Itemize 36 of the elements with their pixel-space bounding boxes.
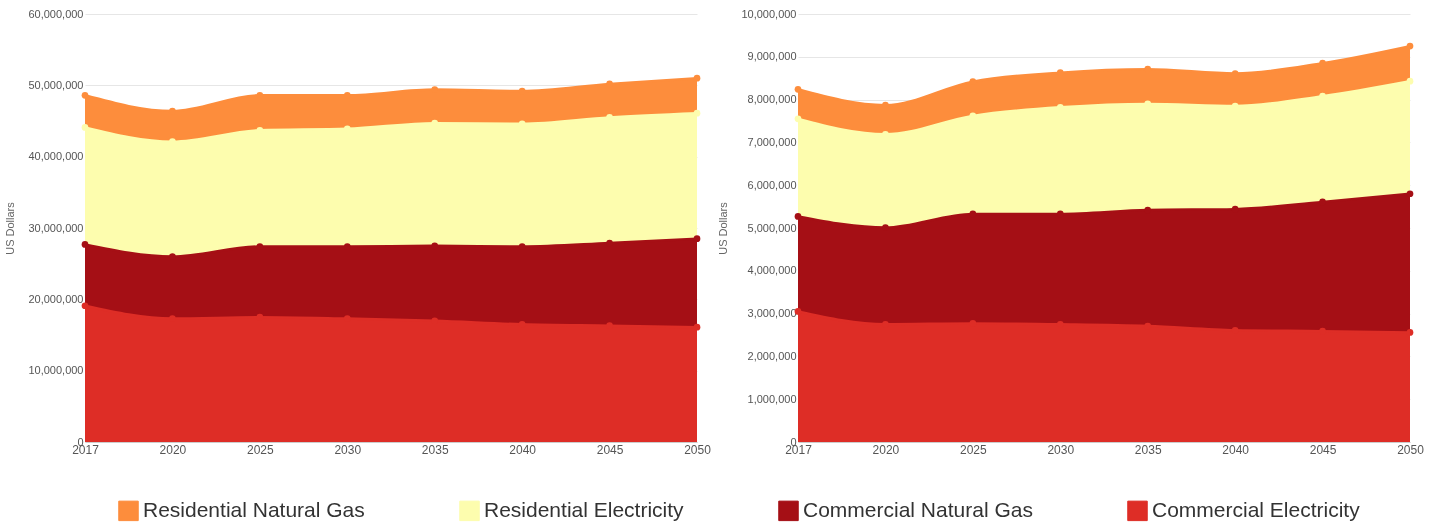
x-tick-label: 2030	[334, 442, 362, 457]
y-tick-label: 5,000,000	[747, 221, 797, 234]
y-tick-label: 2,000,000	[747, 349, 797, 362]
y-tick-label: 10,000,000	[741, 7, 797, 20]
x-tick-label: 2020	[872, 442, 900, 457]
x-tick-label: 2045	[596, 442, 624, 457]
y-tick-label: 4,000,000	[747, 264, 797, 277]
y-axis-title: US Dollars	[4, 201, 17, 255]
y-tick-label: 30,000,000	[28, 221, 84, 234]
legend-label: Residential Electricity	[484, 497, 685, 521]
y-tick-label: 40,000,000	[28, 150, 84, 163]
y-tick-label: 9,000,000	[747, 50, 797, 63]
y-tick-label: 3,000,000	[747, 307, 797, 320]
y-tick-label: 20,000,000	[28, 292, 84, 305]
x-tick-label: 2050	[1397, 442, 1425, 457]
x-tick-label: 2050	[684, 442, 712, 457]
y-tick-label: 60,000,000	[28, 7, 84, 20]
y-tick-label: 8,000,000	[747, 93, 797, 106]
y-tick-label: 1,000,000	[747, 392, 797, 405]
x-tick-label: 2025	[247, 442, 275, 457]
x-tick-label: 2030	[1047, 442, 1075, 457]
legend-label: Commercial Natural Gas	[803, 497, 1033, 521]
y-tick-label: 10,000,000	[28, 364, 84, 377]
legend-label: Commercial Electricity	[1152, 497, 1361, 521]
y-axis-title: US Dollars	[717, 201, 730, 255]
x-tick-label: 2040	[509, 442, 537, 457]
x-tick-label: 2035	[1134, 442, 1162, 457]
x-tick-label: 2025	[960, 442, 988, 457]
x-tick-label: 2020	[159, 442, 187, 457]
y-tick-label: 6,000,000	[747, 178, 797, 191]
legend-label: Residential Natural Gas	[143, 497, 365, 521]
y-tick-label: 50,000,000	[28, 78, 84, 91]
y-tick-label: 7,000,000	[747, 135, 797, 148]
x-tick-label: 2035	[421, 442, 449, 457]
x-tick-label: 2040	[1222, 442, 1250, 457]
x-tick-label: 2045	[1309, 442, 1337, 457]
